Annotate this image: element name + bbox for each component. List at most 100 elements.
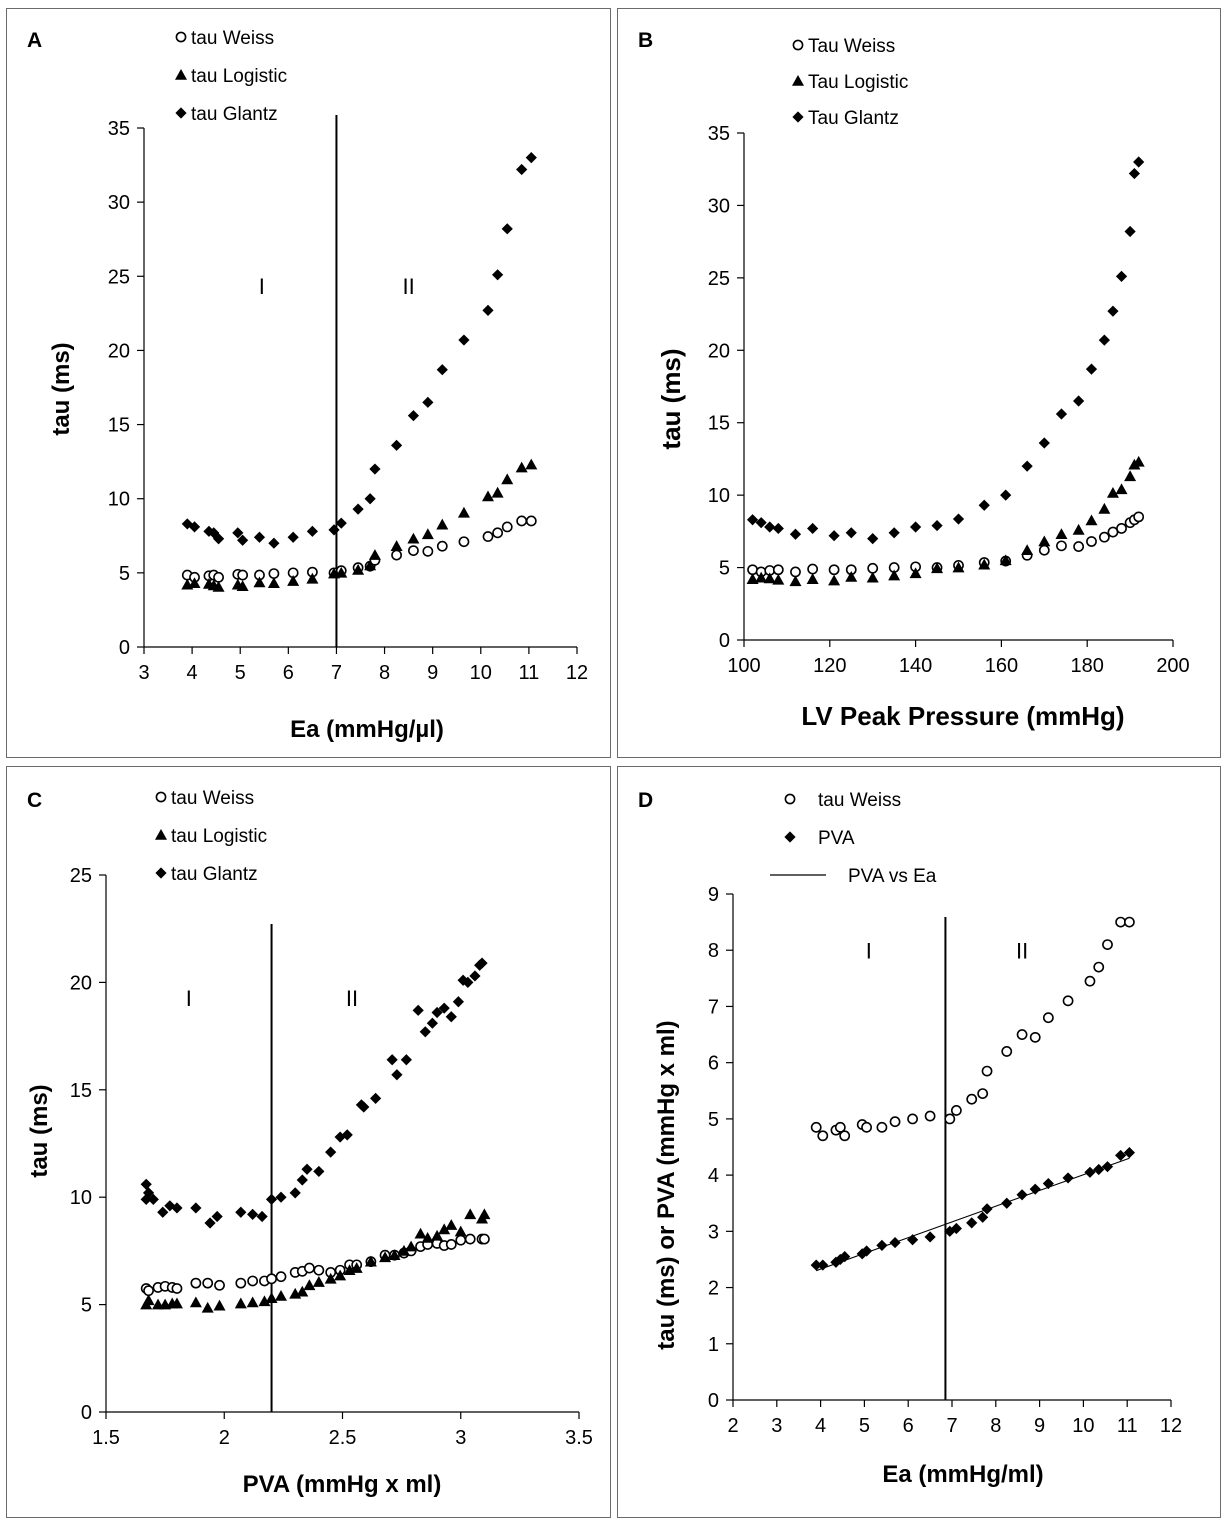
y-tick-label: 10 bbox=[108, 489, 130, 511]
data-point bbox=[755, 571, 768, 583]
x-tick-label: 3 bbox=[455, 1427, 466, 1449]
legend-label: Tau Glantz bbox=[808, 108, 899, 129]
panel-label: C bbox=[27, 789, 42, 812]
data-point bbox=[306, 525, 318, 537]
y-tick-label: 25 bbox=[708, 268, 730, 290]
y-tick-label: 3 bbox=[708, 1221, 719, 1243]
data-point bbox=[867, 562, 879, 574]
y-tick-label: 2 bbox=[708, 1278, 719, 1300]
x-tick-label: 2 bbox=[219, 1427, 230, 1449]
panel-a: A 3 4 5 6 7 8 9 10 11 12 0 5 10 15 20 25 30 35 Ea (mmHg/µl)… bbox=[6, 8, 611, 758]
legend-marker bbox=[792, 39, 804, 51]
y-tick-label: 15 bbox=[708, 413, 730, 435]
data-point bbox=[341, 1129, 353, 1141]
data-point bbox=[421, 528, 434, 540]
data-point bbox=[909, 567, 922, 579]
data-point bbox=[501, 223, 513, 235]
data-point bbox=[232, 527, 244, 539]
data-point bbox=[188, 521, 201, 533]
x-tick-label: 180 bbox=[1071, 655, 1104, 677]
region-label: II bbox=[346, 986, 358, 1011]
data-point bbox=[407, 410, 420, 422]
legend-label: tau Logistic bbox=[191, 66, 287, 87]
x-tick-label: 100 bbox=[727, 655, 760, 677]
y-tick-label: 5 bbox=[719, 558, 730, 580]
data-point bbox=[516, 163, 528, 176]
legend-label: tau Weiss bbox=[191, 28, 274, 49]
data-point bbox=[247, 1208, 259, 1220]
data-point bbox=[950, 1105, 962, 1116]
data-point bbox=[889, 1116, 901, 1128]
data-point bbox=[1084, 975, 1096, 987]
data-point bbox=[1085, 363, 1098, 375]
data-point bbox=[888, 569, 901, 581]
data-point bbox=[296, 1174, 308, 1186]
y-tick-label: 10 bbox=[70, 1187, 92, 1209]
data-point bbox=[212, 580, 225, 592]
data-point bbox=[364, 493, 376, 505]
data-point bbox=[325, 1146, 337, 1158]
legend-marker bbox=[175, 31, 187, 43]
data-point bbox=[369, 463, 381, 475]
data-point bbox=[1062, 995, 1074, 1007]
data-point bbox=[253, 531, 266, 543]
x-axis-title: Ea (mmHg/µl) bbox=[290, 716, 444, 743]
data-point bbox=[907, 1113, 918, 1125]
data-point bbox=[1115, 916, 1127, 928]
data-point bbox=[924, 1110, 936, 1122]
y-tick-label: 9 bbox=[708, 884, 719, 906]
data-point bbox=[236, 580, 249, 592]
x-tick-label: 3 bbox=[138, 662, 149, 684]
legend-marker bbox=[784, 793, 796, 805]
data-point bbox=[287, 575, 300, 586]
data-point bbox=[789, 575, 802, 587]
data-point bbox=[828, 574, 841, 586]
x-tick-label: 10 bbox=[1072, 1415, 1094, 1437]
data-point bbox=[525, 458, 538, 470]
data-point bbox=[408, 545, 419, 557]
data-point bbox=[335, 517, 347, 529]
legend-label: Tau Logistic bbox=[808, 72, 908, 93]
data-point bbox=[1116, 523, 1127, 534]
data-point bbox=[400, 1054, 412, 1066]
chart-c: C 1.5 2 2.5 3 3.5 0 5 10 15 20 25 PVA (mmHg x ml) tau… bbox=[26, 788, 593, 1498]
data-point bbox=[258, 1295, 271, 1307]
data-point bbox=[234, 1297, 247, 1309]
data-point bbox=[436, 364, 448, 376]
data-point bbox=[419, 1026, 431, 1038]
y-tick-label: 30 bbox=[708, 195, 730, 217]
data-point bbox=[515, 461, 528, 473]
x-tick-label: 11 bbox=[1117, 1415, 1138, 1437]
data-point bbox=[334, 1269, 347, 1281]
legend-label: tau Weiss bbox=[818, 790, 901, 811]
data-point bbox=[977, 1088, 989, 1099]
data-point bbox=[438, 1223, 451, 1235]
y-axis-title: tau (ms) bbox=[656, 348, 686, 449]
data-point bbox=[313, 1165, 325, 1178]
data-point bbox=[1073, 395, 1085, 407]
data-point bbox=[457, 506, 470, 518]
y-tick-label: 0 bbox=[81, 1402, 92, 1424]
data-point bbox=[1001, 1197, 1013, 1209]
data-point bbox=[867, 533, 879, 545]
data-point bbox=[235, 1206, 247, 1218]
data-point bbox=[525, 152, 537, 164]
data-point bbox=[275, 1290, 288, 1301]
data-point bbox=[190, 1277, 202, 1289]
data-point bbox=[211, 1210, 223, 1223]
y-tick-label: 6 bbox=[708, 1053, 719, 1075]
data-point bbox=[1073, 541, 1085, 552]
data-point bbox=[966, 1217, 978, 1229]
data-point bbox=[476, 957, 488, 969]
legend-marker bbox=[155, 791, 167, 803]
legend-label: tau Logistic bbox=[171, 826, 267, 847]
data-point bbox=[1016, 1189, 1028, 1201]
data-point bbox=[204, 1217, 216, 1229]
data-point bbox=[246, 1296, 259, 1308]
region-label: I bbox=[186, 986, 192, 1011]
x-tick-label: 10 bbox=[470, 662, 492, 684]
data-point bbox=[1124, 470, 1137, 482]
data-point bbox=[845, 570, 858, 582]
x-tick-label: 11 bbox=[519, 662, 540, 684]
data-point bbox=[817, 1130, 829, 1142]
